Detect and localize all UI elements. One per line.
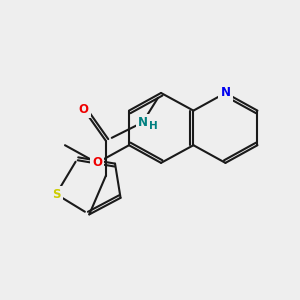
Text: H: H bbox=[149, 121, 158, 131]
Text: N: N bbox=[220, 86, 230, 100]
Text: O: O bbox=[92, 156, 102, 170]
Text: N: N bbox=[138, 116, 148, 129]
Text: O: O bbox=[79, 103, 89, 116]
Text: S: S bbox=[52, 188, 60, 201]
